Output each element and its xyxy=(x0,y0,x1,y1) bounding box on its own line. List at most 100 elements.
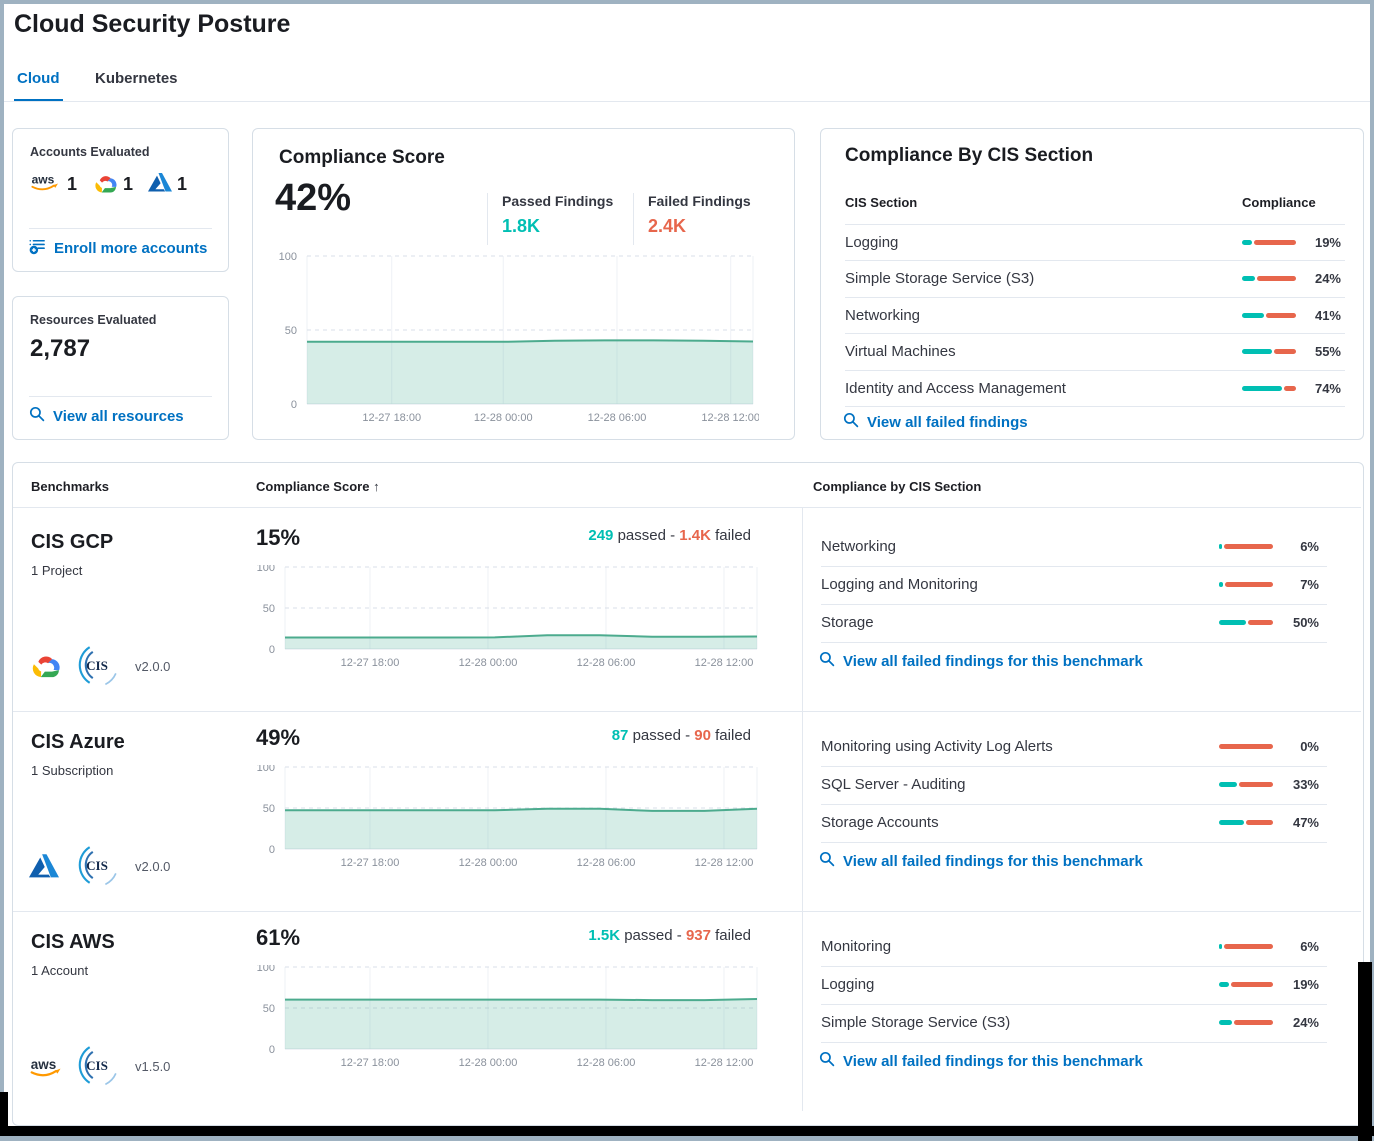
table-divider xyxy=(845,370,1345,371)
sections-column-header: Compliance by CIS Section xyxy=(813,479,982,494)
failed-word: failed xyxy=(715,927,751,944)
view-failed-findings-benchmark-link[interactable]: View all failed findings for this benchm… xyxy=(819,1051,1143,1071)
compliance-pct: 6% xyxy=(1300,939,1319,954)
accounts-evaluated-card: Accounts Evaluated aws 1 1 1 Enroll more… xyxy=(12,128,229,272)
search-icon xyxy=(819,1051,835,1071)
benchmark-version: v1.5.0 xyxy=(135,1059,171,1074)
azure-account: 1 xyxy=(148,172,187,197)
svg-text:aws: aws xyxy=(32,173,55,187)
svg-text:12-28 00:00: 12-28 00:00 xyxy=(459,1057,518,1069)
azure-logo-icon xyxy=(29,853,59,883)
svg-text:aws: aws xyxy=(31,1057,57,1072)
svg-text:50: 50 xyxy=(263,1003,275,1015)
compliance-score-trend-chart: 0 50 100 12-27 18:00 12-28 00:00 12-28 06:00 1… xyxy=(263,248,760,428)
benchmark-name: CIS AWS xyxy=(31,931,115,953)
resources-evaluated-value: 2,787 xyxy=(30,335,91,362)
benchmark-name: CIS Azure xyxy=(31,731,125,753)
aws-account: aws 1 xyxy=(30,171,77,198)
cis-section-card-title: Compliance By CIS Section xyxy=(845,145,1094,166)
svg-text:100: 100 xyxy=(279,251,297,263)
svg-text:100: 100 xyxy=(257,965,275,974)
table-divider xyxy=(821,766,1327,767)
sort-ascending-icon: ↑ xyxy=(373,479,380,494)
compliance-bar xyxy=(1219,582,1273,587)
table-divider xyxy=(821,842,1327,843)
table-row: Identity and Access Management xyxy=(845,380,1066,397)
tab-cloud[interactable]: Cloud xyxy=(14,70,63,101)
separator: - xyxy=(670,527,676,544)
search-icon xyxy=(843,412,859,432)
svg-text:0: 0 xyxy=(269,844,275,856)
benchmark-name: CIS GCP xyxy=(31,531,114,553)
compliance-pct: 74% xyxy=(1314,381,1341,396)
section-row: Networking xyxy=(821,538,897,555)
compliance-bar xyxy=(1219,820,1273,825)
svg-text:12-28 00:00: 12-28 00:00 xyxy=(459,857,518,869)
compliance-score-column-label: Compliance Score xyxy=(256,479,370,494)
table-divider xyxy=(821,966,1327,967)
svg-text:12-28 00:00: 12-28 00:00 xyxy=(474,412,533,424)
passed-findings-value: 1.8K xyxy=(502,216,541,236)
svg-text:12-27 18:00: 12-27 18:00 xyxy=(362,412,421,424)
aws-logo-icon: aws xyxy=(29,1055,65,1084)
passed-failed-summary: 249 passed - 1.4K failed xyxy=(451,527,751,544)
table-divider xyxy=(821,804,1327,805)
enroll-more-accounts-link[interactable]: Enroll more accounts xyxy=(29,238,207,259)
redaction-bar xyxy=(0,1092,8,1136)
aws-logo-icon: aws xyxy=(30,171,62,198)
passed-failed-summary: 1.5K passed - 937 failed xyxy=(451,927,751,944)
table-divider xyxy=(821,604,1327,605)
benchmark-scope: 1 Subscription xyxy=(31,763,114,778)
svg-text:50: 50 xyxy=(285,325,297,337)
benchmark-trend-chart: 0 50 100 12-27 18:00 12-28 00:00 12-28 06:00 1… xyxy=(241,762,761,873)
view-all-resources-link[interactable]: View all resources xyxy=(29,406,184,426)
compliance-pct: 55% xyxy=(1314,344,1341,359)
cis-section-column-header: CIS Section xyxy=(845,195,918,210)
compliance-by-cis-section-card: Compliance By CIS Section CIS Section Co… xyxy=(820,128,1364,440)
compliance-bar xyxy=(1242,386,1296,391)
compliance-pct: 47% xyxy=(1292,815,1319,830)
accounts-list: aws 1 1 1 xyxy=(30,171,187,198)
table-row: Logging xyxy=(845,234,899,251)
section-row: Logging xyxy=(821,976,875,993)
gcp-logo-icon xyxy=(92,172,118,198)
failed-count: 90 xyxy=(694,727,711,744)
separator: - xyxy=(685,727,691,744)
svg-text:12-28 00:00: 12-28 00:00 xyxy=(459,657,518,669)
passed-word: passed xyxy=(624,927,673,944)
svg-text:12-28 12:00: 12-28 12:00 xyxy=(695,657,754,669)
compliance-pct: 24% xyxy=(1314,271,1341,286)
view-failed-findings-benchmark-label: View all failed findings for this benchm… xyxy=(843,1052,1143,1070)
tab-kubernetes[interactable]: Kubernetes xyxy=(95,70,178,87)
svg-text:CIS: CIS xyxy=(86,1058,108,1073)
table-row: Virtual Machines xyxy=(845,343,956,360)
view-failed-findings-benchmark-label: View all failed findings for this benchm… xyxy=(843,652,1143,670)
compliance-score-column-header[interactable]: Compliance Score ↑ xyxy=(256,479,380,494)
view-failed-findings-benchmark-link[interactable]: View all failed findings for this benchm… xyxy=(819,651,1143,671)
compliance-bar xyxy=(1219,744,1273,749)
view-failed-findings-benchmark-link[interactable]: View all failed findings for this benchm… xyxy=(819,851,1143,871)
redaction-bar xyxy=(1358,962,1372,1141)
view-all-failed-findings-link[interactable]: View all failed findings xyxy=(843,412,1028,432)
column-divider xyxy=(802,507,803,1111)
compliance-pct: 0% xyxy=(1300,739,1319,754)
svg-text:100: 100 xyxy=(257,565,275,574)
svg-text:12-28 12:00: 12-28 12:00 xyxy=(695,857,754,869)
row-divider xyxy=(13,711,1361,712)
table-divider xyxy=(845,260,1345,261)
gcp-logo-icon xyxy=(29,651,61,683)
failed-count: 937 xyxy=(685,927,711,944)
svg-text:0: 0 xyxy=(269,644,275,656)
page-title: Cloud Security Posture xyxy=(14,10,291,38)
section-row: SQL Server - Auditing xyxy=(821,776,966,793)
svg-text:0: 0 xyxy=(291,399,297,411)
compliance-column-header: Compliance xyxy=(1242,195,1316,210)
compliance-pct: 7% xyxy=(1300,577,1319,592)
table-divider xyxy=(845,297,1345,298)
row-divider xyxy=(13,911,1361,912)
compliance-score-title: Compliance Score xyxy=(279,147,445,168)
svg-text:CIS: CIS xyxy=(86,858,108,873)
accounts-evaluated-title: Accounts Evaluated xyxy=(30,145,150,159)
failed-word: failed xyxy=(715,727,751,744)
